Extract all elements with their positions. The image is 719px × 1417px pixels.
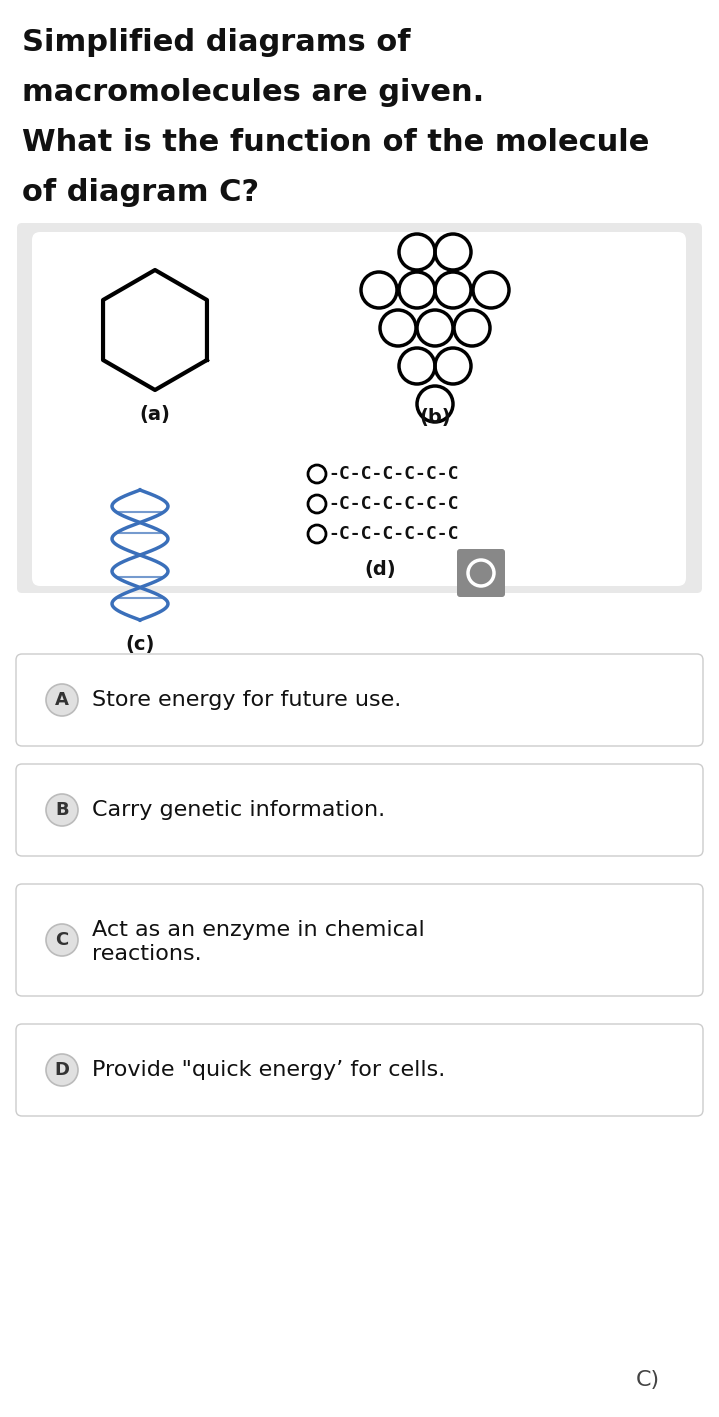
Text: (c): (c) <box>125 635 155 655</box>
FancyBboxPatch shape <box>17 222 702 592</box>
Text: -C-C-C-C-C-C: -C-C-C-C-C-C <box>328 526 459 543</box>
Text: Store energy for future use.: Store energy for future use. <box>92 690 401 710</box>
Circle shape <box>46 794 78 826</box>
Text: -C-C-C-C-C-C: -C-C-C-C-C-C <box>328 465 459 483</box>
Text: (a): (a) <box>139 405 170 424</box>
FancyBboxPatch shape <box>32 232 686 587</box>
Circle shape <box>46 684 78 716</box>
Text: C): C) <box>636 1370 660 1390</box>
Circle shape <box>46 924 78 956</box>
FancyBboxPatch shape <box>16 884 703 996</box>
Text: (b): (b) <box>419 408 451 427</box>
Text: (d): (d) <box>365 560 396 580</box>
Text: Provide "quick energy’ for cells.: Provide "quick energy’ for cells. <box>92 1060 445 1080</box>
Text: reactions.: reactions. <box>92 944 201 964</box>
Circle shape <box>46 1054 78 1085</box>
FancyBboxPatch shape <box>16 1024 703 1117</box>
Text: C: C <box>55 931 68 949</box>
Text: What is the function of the molecule: What is the function of the molecule <box>22 128 649 157</box>
Text: -C-C-C-C-C-C: -C-C-C-C-C-C <box>328 495 459 513</box>
Text: B: B <box>55 801 69 819</box>
Text: D: D <box>55 1061 70 1078</box>
Text: Simplified diagrams of: Simplified diagrams of <box>22 28 411 57</box>
Text: of diagram C?: of diagram C? <box>22 179 259 207</box>
Text: macromolecules are given.: macromolecules are given. <box>22 78 485 108</box>
Text: Carry genetic information.: Carry genetic information. <box>92 801 385 820</box>
FancyBboxPatch shape <box>16 655 703 745</box>
Text: A: A <box>55 691 69 708</box>
FancyBboxPatch shape <box>16 764 703 856</box>
FancyBboxPatch shape <box>457 548 505 597</box>
Text: Act as an enzyme in chemical: Act as an enzyme in chemical <box>92 920 425 939</box>
